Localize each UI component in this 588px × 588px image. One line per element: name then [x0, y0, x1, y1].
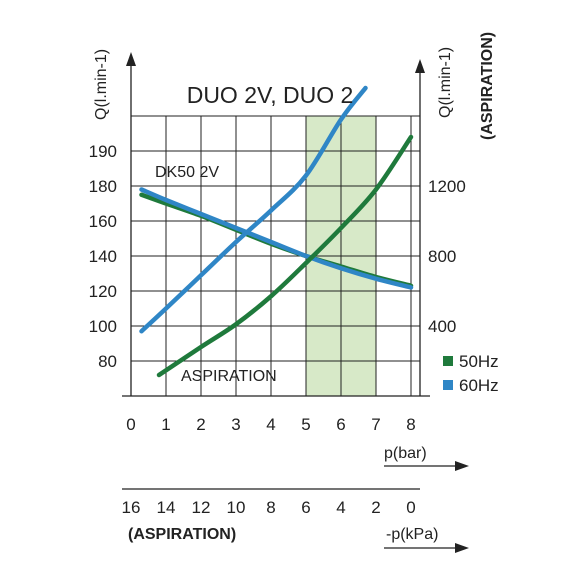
y-right-tick-label: 400: [428, 317, 456, 336]
x-axis-label: p(bar): [384, 445, 427, 462]
y-left-tick-label: 100: [89, 317, 117, 336]
secondary-x-tick-label: 14: [157, 498, 176, 517]
y-left-tick-label: 180: [89, 177, 117, 196]
series-layer: [139, 85, 414, 378]
y-right-tick-label: 1200: [428, 177, 466, 196]
secondary-x-axis-label: -p(kPa): [386, 526, 438, 543]
annotation-dk50: DK50 2V: [155, 164, 219, 181]
x-tick-label: 6: [336, 415, 345, 434]
series-line-aspiration-60hz: [139, 85, 368, 334]
y-left-tick-label: 120: [89, 282, 117, 301]
x-tick-label: 8: [406, 415, 415, 434]
series-line-dk50-60hz: [139, 187, 414, 290]
y-left-tick-label: 160: [89, 212, 117, 231]
y-axis-right-arrow: [415, 59, 425, 73]
legend-label-60hz: 60Hz: [459, 376, 499, 395]
y-left-tick-label: 80: [98, 352, 117, 371]
secondary-x-tick-label: 0: [406, 498, 415, 517]
grid: [131, 115, 420, 396]
x-tick-label: 3: [231, 415, 240, 434]
y-axis-right-sublabel: (ASPIRATION): [479, 32, 496, 140]
x-tick-label: 5: [301, 415, 310, 434]
y-left-tick-label: 140: [89, 247, 117, 266]
secondary-x-tick-label: 8: [266, 498, 275, 517]
y-axis-left-arrow: [126, 52, 136, 66]
secondary-x-tick-label: 2: [371, 498, 380, 517]
secondary-x-tick-label: 6: [301, 498, 310, 517]
x-axis-arrow-head: [455, 461, 469, 471]
x-tick-label: 1: [161, 415, 170, 434]
x-tick-label: 2: [196, 415, 205, 434]
secondary-x-arrow-head: [455, 543, 469, 553]
secondary-x-tick-label: 16: [122, 498, 141, 517]
y-left-tick-label: 190: [89, 142, 117, 161]
secondary-x-tick-label: 4: [336, 498, 345, 517]
y-axis-right-label: Q(l.min-1): [437, 47, 454, 118]
series-line-aspiration-50hz: [156, 134, 414, 378]
legend: 50Hz 60Hz: [443, 352, 499, 395]
x-tick-label: 7: [371, 415, 380, 434]
chart-title: DUO 2V, DUO 2: [187, 82, 354, 108]
y-axis-left-label: Q(l.min-1): [93, 49, 110, 120]
legend-swatch-60hz: [443, 380, 453, 390]
annotation-aspiration: ASPIRATION: [181, 368, 277, 385]
x-tick-label: 4: [266, 415, 275, 434]
secondary-x-axis-sublabel: (ASPIRATION): [128, 526, 236, 543]
legend-swatch-50hz: [443, 356, 453, 366]
x-tick-label: 0: [126, 415, 135, 434]
tick-labels: 0 1 2 3 4 5 6 7 816 14 12 10 8 6 4 2 0801001201401601801…: [89, 142, 466, 517]
secondary-x-tick-label: 10: [227, 498, 246, 517]
secondary-x-tick-label: 12: [192, 498, 211, 517]
y-right-tick-label: 800: [428, 247, 456, 266]
legend-label-50hz: 50Hz: [459, 352, 499, 371]
axes: [122, 52, 469, 553]
